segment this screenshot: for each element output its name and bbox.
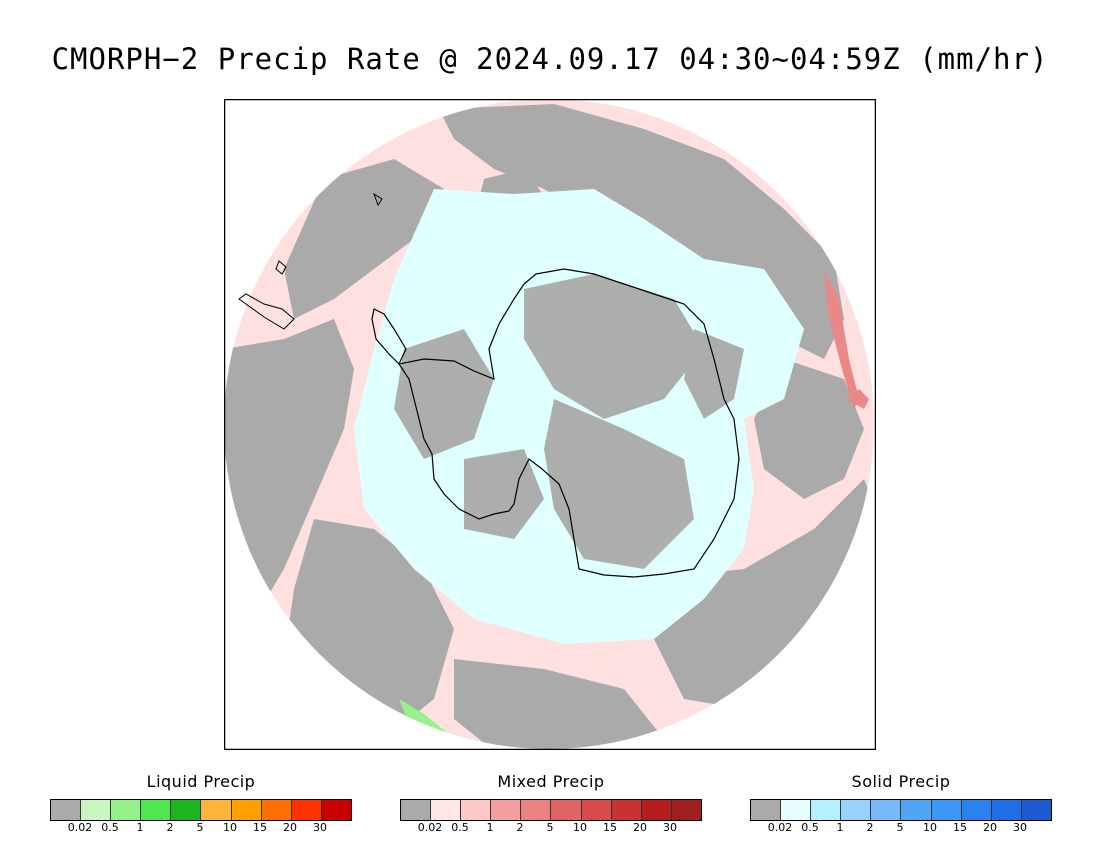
precip-field: [224, 99, 874, 749]
legend-tick-solid-8: 30: [1013, 821, 1027, 834]
map-frame: [224, 99, 876, 750]
legend-ticks-solid: 0.02 0.5 1 2 5 10 15 20 30: [750, 821, 1052, 835]
legend-title-solid: Solid Precip: [851, 772, 951, 791]
legend-tick-liquid-5: 10: [223, 821, 237, 834]
legend-tick-solid-5: 10: [923, 821, 937, 834]
cap-no-precip-streaks: [394, 274, 744, 569]
legend-swatch-solid-0: [751, 800, 782, 820]
legend-swatch-mixed-1: [431, 800, 462, 820]
legend-tick-solid-2: 1: [836, 821, 844, 834]
legend-swatch-liquid-8: [291, 800, 322, 820]
legend-tick-solid-0: 0.02: [767, 821, 793, 834]
legend-swatch-mixed-9: [671, 800, 701, 820]
legend-swatches-mixed: [400, 799, 702, 821]
south-america-coastline: [238, 293, 295, 330]
legend-tick-liquid-0: 0.02: [67, 821, 93, 834]
legend-ticks-mixed: 0.02 0.5 1 2 5 10 15 20 30: [400, 821, 702, 835]
legend-tick-liquid-2: 1: [136, 821, 144, 834]
legend-swatch-liquid-2: [111, 800, 142, 820]
legend-tick-mixed-8: 30: [663, 821, 677, 834]
legend-tick-mixed-6: 15: [603, 821, 617, 834]
antarctica-coastline: [398, 268, 740, 578]
legend-swatch-solid-3: [841, 800, 872, 820]
legend-tick-liquid-1: 0.5: [101, 821, 119, 834]
legend-swatch-mixed-7: [611, 800, 642, 820]
legend-tick-liquid-3: 2: [166, 821, 174, 834]
legend-swatch-solid-6: [931, 800, 962, 820]
legend-tick-solid-3: 2: [866, 821, 874, 834]
legend-swatch-liquid-4: [171, 800, 202, 820]
legend-tick-mixed-3: 2: [516, 821, 524, 834]
legend-swatches-solid: [750, 799, 1052, 821]
legend-mixed: Mixed Precip 0.02 0.5 1 2 5 10 15 20 30: [400, 772, 702, 835]
legend-tick-liquid-4: 5: [196, 821, 204, 834]
legend-tick-liquid-8: 30: [313, 821, 327, 834]
legend-swatch-solid-9: [1021, 800, 1051, 820]
legend-tick-mixed-4: 5: [546, 821, 554, 834]
legend-tick-solid-7: 20: [983, 821, 997, 834]
legend-swatch-solid-7: [961, 800, 992, 820]
legend-liquid: Liquid Precip 0.02 0.5 1 2 5 10 15 20 30: [50, 772, 352, 835]
legend-tick-mixed-0: 0.02: [417, 821, 443, 834]
legend-swatch-solid-1: [781, 800, 812, 820]
legend-swatch-liquid-1: [81, 800, 112, 820]
legend-swatch-solid-4: [871, 800, 902, 820]
legend-solid: Solid Precip 0.02 0.5 1 2 5 10 15 20 30: [750, 772, 1052, 835]
page-title: CMORPH−2 Precip Rate @ 2024.09.17 04:30~…: [51, 42, 1049, 76]
legend-tick-liquid-7: 20: [283, 821, 297, 834]
legend-tick-mixed-1: 0.5: [451, 821, 469, 834]
legend-swatch-solid-2: [811, 800, 842, 820]
legend-tick-solid-1: 0.5: [801, 821, 819, 834]
legend-swatch-mixed-2: [461, 800, 492, 820]
legend-tick-solid-4: 5: [896, 821, 904, 834]
legend-tick-solid-6: 15: [953, 821, 967, 834]
legend-tick-mixed-7: 20: [633, 821, 647, 834]
legend-swatch-liquid-3: [141, 800, 172, 820]
legend-tick-liquid-6: 15: [253, 821, 267, 834]
legend-title-liquid: Liquid Precip: [146, 772, 256, 791]
legend-tick-mixed-5: 10: [573, 821, 587, 834]
legend-swatch-mixed-4: [521, 800, 552, 820]
legend-swatch-mixed-6: [581, 800, 612, 820]
legend-swatch-solid-8: [991, 800, 1022, 820]
legend-swatch-mixed-5: [551, 800, 582, 820]
legend-title-mixed: Mixed Precip: [497, 772, 605, 791]
legend-tick-mixed-2: 1: [486, 821, 494, 834]
precip-map: [224, 99, 876, 750]
antarctic-peninsula-coastline: [371, 308, 407, 366]
legend-swatch-mixed-3: [491, 800, 522, 820]
legend-swatch-mixed-0: [401, 800, 432, 820]
legend-swatch-solid-5: [901, 800, 932, 820]
legend-ticks-liquid: 0.02 0.5 1 2 5 10 15 20 30: [50, 821, 352, 835]
legend-swatch-liquid-5: [201, 800, 232, 820]
islands-outline: [275, 192, 383, 275]
legend-swatches-liquid: [50, 799, 352, 821]
legend-swatch-liquid-9: [321, 800, 351, 820]
legend-swatch-liquid-0: [51, 800, 82, 820]
legend-swatch-mixed-8: [641, 800, 672, 820]
legend-swatch-liquid-6: [231, 800, 262, 820]
legend-swatch-liquid-7: [261, 800, 292, 820]
mixed-precip-streaks: [824, 269, 869, 409]
